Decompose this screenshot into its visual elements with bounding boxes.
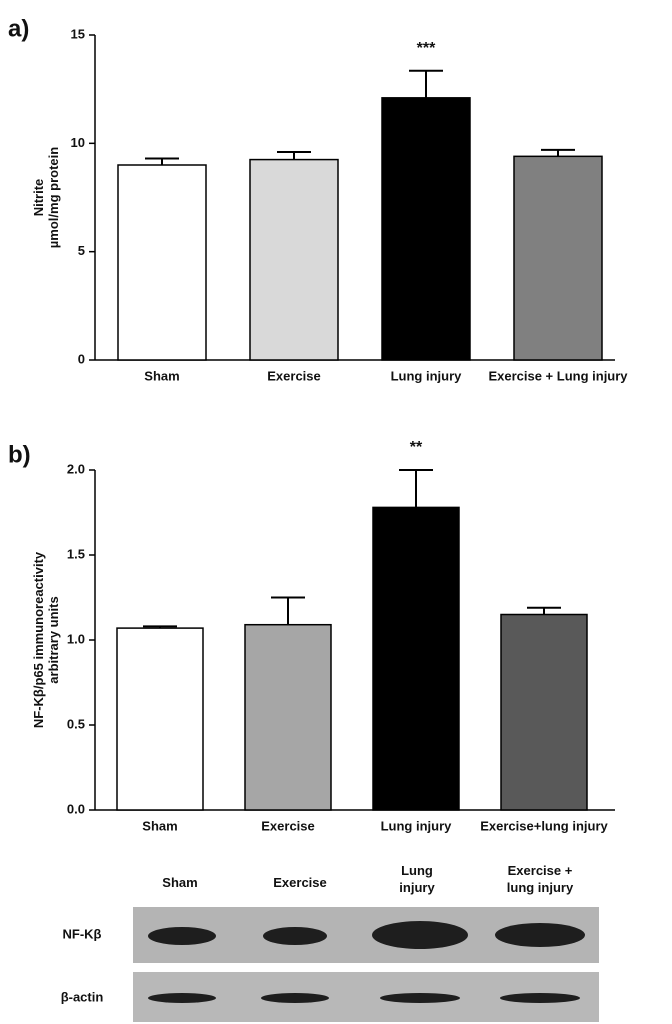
- blot-column-line: Exercise +: [508, 863, 573, 878]
- y-label-line: Nitrite: [31, 179, 46, 217]
- y-tick-label: 0.5: [67, 716, 85, 731]
- significance: **: [410, 439, 423, 456]
- x-tick-label: Exercise: [267, 368, 321, 383]
- figure: a) 0 5 10 15 Nitriteµmol/mg protein Sham Exerci…: [0, 0, 672, 1024]
- blot-column-line: Sham: [162, 875, 197, 890]
- x-tick-label: Exercise: [261, 818, 315, 833]
- y-label-line: NF-Kβ/p65 immunoreactivity: [31, 551, 46, 728]
- blot-column-label: Exercise + lung injury: [507, 863, 574, 895]
- bar: [501, 615, 587, 811]
- y-tick-label: 2.0: [67, 461, 85, 476]
- blot-column-line: Exercise: [273, 875, 327, 890]
- blot-column-line: injury: [399, 880, 435, 895]
- y-tick-label: 0: [78, 351, 85, 366]
- panel-label: b): [8, 441, 31, 468]
- bar: [382, 98, 470, 360]
- x-tick-label: Sham: [144, 368, 179, 383]
- y-tick-label: 15: [71, 26, 85, 41]
- y-tick-label: 1.5: [67, 546, 85, 561]
- blot-column-label: Exercise: [273, 875, 327, 890]
- blot-column-line: lung injury: [507, 880, 574, 895]
- band: [500, 993, 580, 1003]
- blot-row-label: β-actin: [61, 989, 104, 1004]
- panel-label: a): [8, 15, 29, 42]
- y-axis-label: NF-Kβ/p65 immunoreactivityarbitrary unit…: [31, 551, 61, 728]
- significance: ***: [417, 40, 436, 57]
- band: [380, 993, 460, 1003]
- band: [261, 993, 329, 1003]
- band: [495, 923, 585, 947]
- band: [263, 927, 327, 945]
- x-tick-label: Exercise + Lung injury: [488, 368, 628, 383]
- y-tick-label: 10: [71, 135, 85, 150]
- y-tick-label: 1.0: [67, 631, 85, 646]
- x-tick-label: Sham: [142, 818, 177, 833]
- bar: [118, 165, 206, 360]
- bar: [250, 160, 338, 360]
- y-label-line: arbitrary units: [46, 596, 61, 683]
- y-tick-label: 0.0: [67, 801, 85, 816]
- x-tick-label: Lung injury: [381, 818, 453, 833]
- y-tick-label: 5: [78, 243, 85, 258]
- blot-column-label: Lung injury: [399, 863, 435, 895]
- bar: [245, 625, 331, 810]
- bar: [373, 507, 459, 810]
- y-axis-label: Nitriteµmol/mg protein: [31, 147, 61, 248]
- blot-column-label: Sham: [162, 875, 197, 890]
- bar: [514, 156, 602, 360]
- x-tick-label: Lung injury: [391, 368, 463, 383]
- y-label-line: µmol/mg protein: [46, 147, 61, 248]
- band: [148, 927, 216, 945]
- x-tick-label: Exercise+lung injury: [480, 818, 608, 833]
- band: [148, 993, 216, 1003]
- blot-row-label: NF-Kβ: [63, 926, 102, 941]
- bar: [117, 628, 203, 810]
- blot-column-line: Lung: [401, 863, 433, 878]
- band: [372, 921, 468, 949]
